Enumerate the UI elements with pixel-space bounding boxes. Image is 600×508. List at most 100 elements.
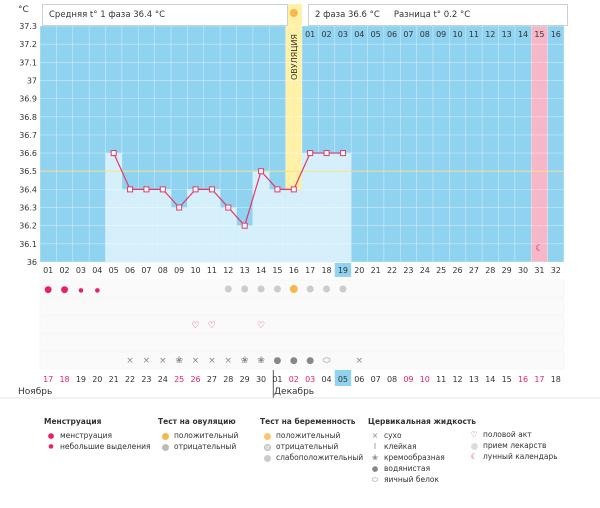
menstruation-icon: ●	[47, 431, 55, 440]
creamy-icon: ❀	[371, 453, 379, 462]
calendar-date: 17	[534, 375, 544, 384]
cycle-top-number: 10	[452, 30, 462, 39]
cycle-top-number: 01	[305, 30, 315, 39]
calendar-date: 23	[141, 375, 151, 384]
ovulation-negative-icon	[306, 285, 314, 293]
temp-point	[225, 204, 232, 211]
y-axis-label: °C	[18, 5, 29, 15]
cycle-top-number: 04	[354, 30, 364, 39]
spotting-icon: ●	[48, 443, 54, 450]
cycle-top-number: 12	[485, 30, 495, 39]
calendar-date: 10	[420, 375, 430, 384]
calendar-date: 30	[256, 375, 266, 384]
calendar-date: 15	[502, 375, 512, 384]
calendar-date: 03	[305, 375, 315, 384]
calendar-date: 06	[354, 375, 364, 384]
day-number: 08	[158, 266, 168, 275]
ovulation-positive-icon	[289, 285, 298, 293]
cycle-top-number: 13	[502, 30, 512, 39]
event-row	[39, 279, 565, 298]
calendar-date: 08	[387, 375, 397, 384]
day-number: 28	[485, 266, 495, 275]
temp-point	[127, 186, 134, 193]
temp-point	[110, 150, 117, 157]
day-number: 26	[452, 266, 462, 275]
day-number: 32	[551, 266, 561, 275]
event-row	[39, 297, 565, 316]
ovulation-negative-icon	[273, 285, 281, 293]
cervical-icon: ●	[306, 356, 314, 366]
cervical-icon: ×	[225, 356, 233, 366]
today-date-highlight	[334, 370, 352, 386]
cervical-icon: ×	[208, 356, 216, 366]
ovulation-negative-icon	[339, 285, 347, 293]
cycle-top-number: 09	[436, 30, 446, 39]
month-november: Ноябрь	[18, 387, 53, 397]
day-number: 05	[109, 266, 119, 275]
temp-point	[208, 186, 215, 193]
day-number: 18	[321, 266, 331, 275]
y-tick-label: 37.1	[19, 58, 37, 67]
menstruation-icon: ●	[78, 287, 83, 294]
y-tick-label: 37.2	[19, 40, 37, 49]
calendar-date: 22	[125, 375, 135, 384]
ovulation-negative-icon	[323, 285, 331, 293]
day-number: 16	[289, 266, 299, 275]
pregnancy-positive-icon	[262, 430, 272, 441]
day-number: 12	[223, 266, 233, 275]
day-number: 22	[387, 266, 397, 275]
day-number: 15	[272, 266, 282, 275]
legend-ovulation-test: Тест на овуляцию положительный отрицател…	[158, 417, 239, 452]
calendar-date: 01	[272, 375, 282, 384]
calendar-date: 14	[485, 375, 495, 384]
temp-bar	[170, 207, 188, 263]
day-number: 17	[305, 266, 315, 275]
day-number: 14	[256, 266, 266, 275]
cycle-top-number: 07	[403, 30, 413, 39]
intercourse-icon: ♡	[208, 321, 216, 331]
cycle-top-number: 11	[469, 30, 479, 39]
day-number: 27	[469, 266, 479, 275]
phase1-summary: Средняя t° 1 фаза 36.4 °C	[42, 4, 288, 26]
legend-menstruation: Менструация ● менструация ● небольшие выде…	[44, 417, 151, 451]
medication-icon	[469, 440, 479, 451]
y-tick-label: 36.2	[19, 222, 37, 231]
sticky-icon: I	[373, 442, 377, 451]
day-number: 07	[141, 266, 151, 275]
intercourse-icon: ♡	[192, 321, 200, 331]
cycle-top-number: 05	[371, 30, 381, 39]
calendar-date: 04	[321, 375, 331, 384]
watery-icon: ●	[371, 464, 379, 473]
cycle-top-number: 15	[534, 30, 544, 39]
today-highlight	[334, 263, 352, 277]
day-number: 24	[420, 266, 430, 275]
ovulation-negative-icon	[160, 441, 170, 452]
intercourse-icon: ♡	[257, 321, 265, 331]
cycle-top-number: 08	[420, 30, 430, 39]
temp-point	[192, 186, 199, 193]
pregnancy-negative-icon	[262, 441, 272, 452]
calendar-date: 07	[371, 375, 381, 384]
ovulation-negative-icon	[257, 285, 265, 293]
calendar-date: 24	[158, 375, 168, 384]
legend-other: ♡ половой акт прием лекарств ☾ лунный кале…	[469, 430, 558, 461]
day-number: 23	[403, 266, 413, 275]
event-row	[39, 351, 565, 370]
day-number: 04	[92, 266, 102, 275]
day-number: 11	[207, 266, 217, 275]
ovulation-negative-icon	[224, 285, 232, 293]
month-december: Декабрь	[274, 387, 315, 397]
day-number: 31	[534, 266, 544, 275]
day-number: 29	[502, 266, 512, 275]
day-number: 30	[518, 266, 528, 275]
cervical-icon: ×	[356, 356, 364, 366]
cervical-icon: ●	[274, 356, 282, 366]
calendar-date: 18	[59, 375, 69, 384]
calendar-date: 25	[174, 375, 184, 384]
calendar-date: 29	[240, 375, 250, 384]
temp-point	[159, 186, 166, 193]
calendar-date: 19	[76, 375, 86, 384]
y-tick-label: 37.3	[19, 22, 37, 31]
day-number: 19	[338, 266, 348, 275]
